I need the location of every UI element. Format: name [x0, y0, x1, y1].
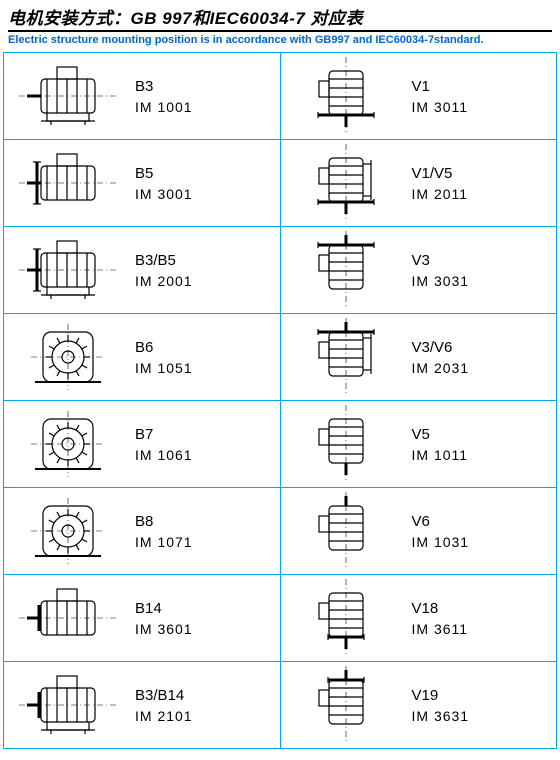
im-code: IM 2101	[135, 708, 274, 724]
im-code: IM 1051	[135, 360, 274, 376]
motor-icon	[10, 407, 125, 482]
im-code: IM 3001	[135, 186, 274, 202]
mounting-cell-B3-B14: B3/B14 IM 2101	[4, 662, 281, 749]
im-code: IM 3011	[412, 99, 551, 115]
mounting-code: V1/V5	[412, 165, 551, 182]
mounting-cell-B7: B7 IM 1061	[4, 401, 281, 488]
mounting-cell-V3-V6: V3/V6 IM 2031	[281, 314, 558, 401]
mounting-table: B3 IM 1001 V1 IM 3011 B5 IM 3001 V1/V5 I…	[3, 52, 557, 749]
motor-icon	[10, 146, 125, 221]
mounting-code: B14	[135, 600, 274, 617]
motor-icon	[10, 59, 125, 134]
im-code: IM 3631	[412, 708, 551, 724]
motor-icon	[287, 233, 402, 308]
mounting-cell-V18: V18 IM 3611	[281, 575, 558, 662]
mounting-code: B3	[135, 78, 274, 95]
im-code: IM 2011	[412, 186, 551, 202]
mounting-cell-V1-V5: V1/V5 IM 2011	[281, 140, 558, 227]
mounting-code: V18	[412, 600, 551, 617]
mounting-code: V3	[412, 252, 551, 269]
motor-icon	[287, 581, 402, 656]
mounting-cell-V5: V5 IM 1011	[281, 401, 558, 488]
motor-icon	[10, 320, 125, 395]
im-code: IM 1031	[412, 534, 551, 550]
mounting-cell-B3: B3 IM 1001	[4, 53, 281, 140]
im-code: IM 1071	[135, 534, 274, 550]
im-code: IM 2001	[135, 273, 274, 289]
im-code: IM 3031	[412, 273, 551, 289]
motor-icon	[10, 668, 125, 743]
mounting-code: B5	[135, 165, 274, 182]
motor-icon	[287, 320, 402, 395]
mounting-code: V6	[412, 513, 551, 530]
im-code: IM 1061	[135, 447, 274, 463]
im-code: IM 1001	[135, 99, 274, 115]
im-code: IM 3611	[412, 621, 551, 637]
mounting-cell-B14: B14 IM 3601	[4, 575, 281, 662]
title-english: Electric structure mounting position is …	[8, 34, 552, 46]
motor-icon	[10, 494, 125, 569]
mounting-cell-V3: V3 IM 3031	[281, 227, 558, 314]
mounting-code: B6	[135, 339, 274, 356]
mounting-cell-B6: B6 IM 1051	[4, 314, 281, 401]
mounting-code: B8	[135, 513, 274, 530]
im-code: IM 2031	[412, 360, 551, 376]
mounting-cell-B5: B5 IM 3001	[4, 140, 281, 227]
mounting-code: V1	[412, 78, 551, 95]
mounting-code: V19	[412, 687, 551, 704]
im-code: IM 3601	[135, 621, 274, 637]
motor-icon	[287, 146, 402, 221]
motor-icon	[287, 59, 402, 134]
motor-icon	[287, 668, 402, 743]
title-chinese: 电机安装方式：GB 997和IEC60034-7 对应表	[8, 4, 552, 32]
mounting-code: B3/B5	[135, 252, 274, 269]
mounting-cell-V6: V6 IM 1031	[281, 488, 558, 575]
mounting-cell-V1: V1 IM 3011	[281, 53, 558, 140]
mounting-code: V5	[412, 426, 551, 443]
motor-icon	[10, 233, 125, 308]
im-code: IM 1011	[412, 447, 551, 463]
motor-icon	[287, 494, 402, 569]
mounting-code: B7	[135, 426, 274, 443]
motor-icon	[287, 407, 402, 482]
mounting-cell-V19: V19 IM 3631	[281, 662, 558, 749]
motor-icon	[10, 581, 125, 656]
mounting-code: V3/V6	[412, 339, 551, 356]
mounting-cell-B8: B8 IM 1071	[4, 488, 281, 575]
mounting-cell-B3-B5: B3/B5 IM 2001	[4, 227, 281, 314]
mounting-code: B3/B14	[135, 687, 274, 704]
